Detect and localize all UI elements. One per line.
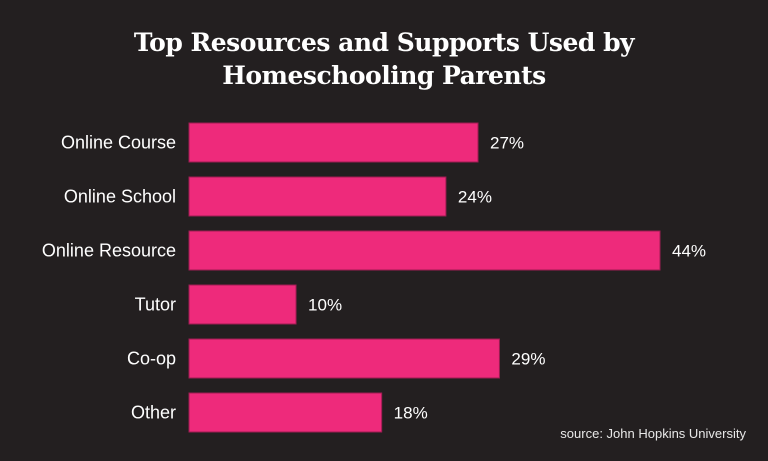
value-label: 27% [490, 134, 524, 153]
value-label: 29% [511, 350, 545, 369]
bar-online-course [188, 122, 479, 163]
value-label: 18% [394, 404, 428, 423]
category-label: Other [131, 403, 176, 423]
chart-title-line-2: Homeschooling Parents [222, 61, 546, 90]
bar-online-school [188, 176, 447, 217]
chart-title-line-1: Top Resources and Supports Used by [133, 28, 635, 57]
bar-online-resource [188, 230, 661, 271]
value-label: 24% [458, 188, 492, 207]
bar-other [188, 392, 383, 433]
chart-title: Top Resources and Supports Used by Homes… [0, 26, 768, 92]
bar-tutor [188, 284, 297, 325]
value-label: 10% [308, 296, 342, 315]
source-note: source: John Hopkins University [560, 426, 746, 441]
value-label: 44% [672, 242, 706, 261]
category-label: Online Course [61, 133, 176, 153]
category-label: Online Resource [42, 241, 176, 261]
category-label: Co-op [127, 349, 176, 369]
bar-co-op [188, 338, 500, 379]
category-label: Tutor [135, 295, 176, 315]
category-label: Online School [64, 187, 176, 207]
